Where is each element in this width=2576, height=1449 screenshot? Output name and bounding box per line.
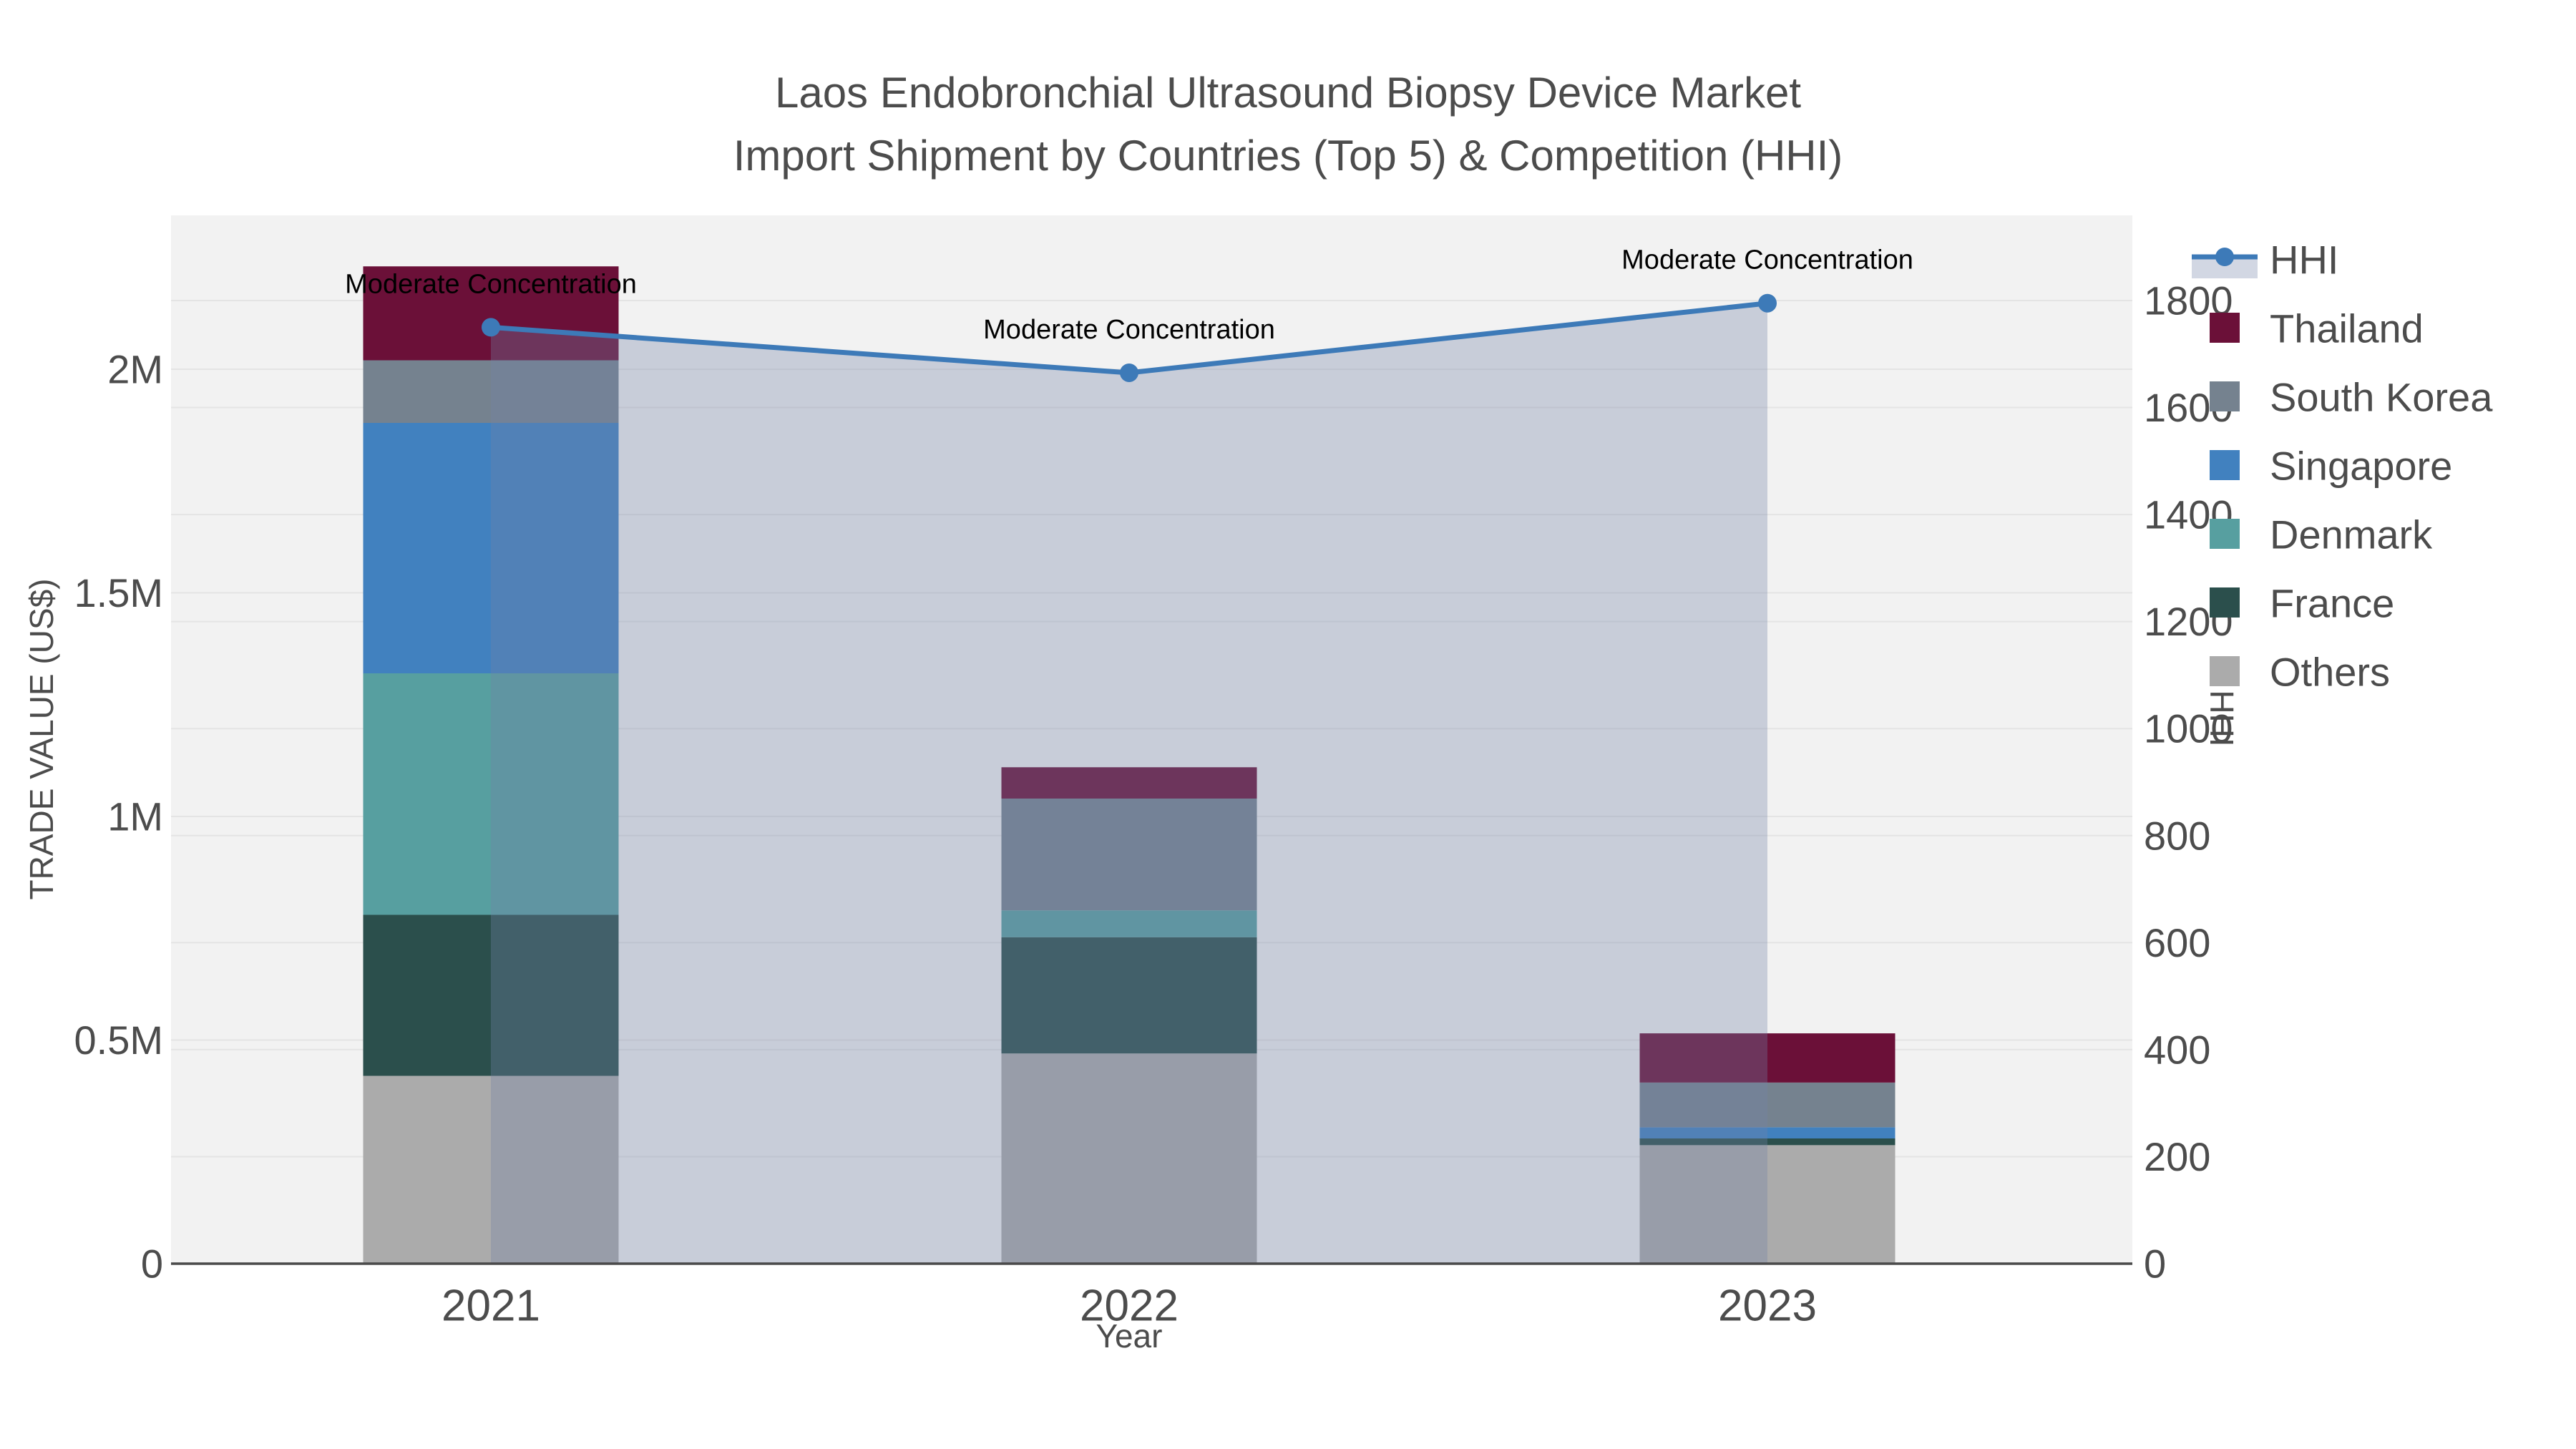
- bar-segment-2021-thailand[interactable]: [363, 266, 619, 361]
- bar-segment-2021-south-korea[interactable]: [363, 360, 619, 424]
- y-left-tick-0.5M: 0.5M: [74, 1018, 164, 1063]
- bar-segment-2023-others[interactable]: [1639, 1145, 1896, 1264]
- annotation-2023: Moderate Concentration: [1621, 245, 1913, 275]
- y-right-tick-600: 600: [2144, 920, 2210, 965]
- legend-label-thailand: Thailand: [2270, 306, 2424, 351]
- bar-segment-2023-south-korea[interactable]: [1639, 1082, 1896, 1128]
- y-right-tick-1000: 1000: [2144, 706, 2233, 751]
- legend-label-france: France: [2270, 581, 2394, 626]
- legend-label-denmark: Denmark: [2270, 512, 2433, 557]
- y-left-axis-title: TRADE VALUE (US$): [23, 578, 60, 899]
- y-right-tick-800: 800: [2144, 813, 2210, 858]
- legend-item-singapore[interactable]: Singapore: [2210, 444, 2452, 489]
- legend-swatch-singapore: [2210, 450, 2240, 480]
- bar-segment-2023-thailand[interactable]: [1639, 1033, 1896, 1083]
- legend: HHI Thailand South Korea Singapore Denmark Fr…: [2192, 238, 2493, 695]
- y-left-tick-2M: 2M: [107, 347, 163, 392]
- annotation-2022: Moderate Concentration: [983, 315, 1275, 345]
- legend-label-others: Others: [2270, 650, 2390, 695]
- hhi-marker-2023[interactable]: [1758, 293, 1777, 313]
- legend-swatch-france: [2210, 587, 2240, 618]
- bar-segment-2021-denmark[interactable]: [363, 673, 619, 915]
- legend-item-south-korea[interactable]: South Korea: [2210, 375, 2493, 420]
- legend-item-france[interactable]: France: [2210, 581, 2394, 626]
- bar-segment-2021-france[interactable]: [363, 914, 619, 1076]
- y-left-tick-0: 0: [141, 1241, 163, 1287]
- legend-item-others[interactable]: Others: [2210, 650, 2390, 695]
- y-left-tick-1M: 1M: [107, 794, 163, 839]
- x-tick-2022: 2022: [1080, 1282, 1179, 1331]
- annotation-2021: Moderate Concentration: [345, 269, 637, 299]
- x-axis-title: Year: [1096, 1317, 1163, 1355]
- x-tick-2021: 2021: [441, 1282, 540, 1331]
- bar-segment-2023-france[interactable]: [1639, 1138, 1896, 1146]
- legend-label-hhi: HHI: [2270, 238, 2338, 283]
- legend-swatch-thailand: [2210, 313, 2240, 343]
- y-right-tick-400: 400: [2144, 1027, 2210, 1072]
- bar-segment-2022-others[interactable]: [1001, 1053, 1257, 1264]
- bar-segment-2022-france[interactable]: [1001, 937, 1257, 1054]
- y-left-tick-1.5M: 1.5M: [74, 570, 164, 615]
- legend-label-singapore: Singapore: [2270, 444, 2452, 489]
- legend-item-denmark[interactable]: Denmark: [2210, 512, 2433, 557]
- legend-swatch-others: [2210, 656, 2240, 686]
- hhi-marker-2021[interactable]: [482, 318, 500, 337]
- bar-segment-2022-thailand[interactable]: [1001, 767, 1257, 799]
- bar-segment-2023-singapore[interactable]: [1639, 1127, 1896, 1138]
- bar-segment-2021-singapore[interactable]: [363, 423, 619, 673]
- y-right-tick-0: 0: [2144, 1241, 2166, 1287]
- x-tick-2023: 2023: [1718, 1282, 1817, 1331]
- hhi-marker-2022[interactable]: [1120, 363, 1138, 382]
- legend-item-thailand[interactable]: Thailand: [2210, 306, 2424, 351]
- bar-segment-2022-denmark[interactable]: [1001, 910, 1257, 937]
- legend-swatch-south-korea: [2210, 381, 2240, 411]
- hhi-area-fill: [491, 303, 1767, 1264]
- bar-segment-2022-south-korea[interactable]: [1001, 799, 1257, 911]
- legend-label-south-korea: South Korea: [2270, 375, 2493, 420]
- legend-item-hhi[interactable]: HHI: [2192, 238, 2338, 283]
- legend-hhi-marker-swatch: [2215, 248, 2234, 266]
- y-right-tick-200: 200: [2144, 1134, 2210, 1179]
- bar-segment-2021-others[interactable]: [363, 1075, 619, 1264]
- y-right-axis-title: HHI: [2203, 690, 2240, 746]
- legend-swatch-denmark: [2210, 519, 2240, 549]
